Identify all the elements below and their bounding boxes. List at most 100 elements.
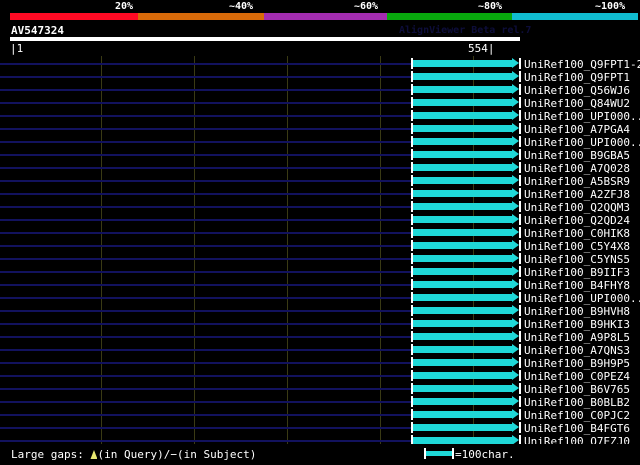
hit-row[interactable]: UniRef100_C0PJC2 bbox=[0, 409, 640, 422]
hit-row[interactable]: UniRef100_C5Y4X8 bbox=[0, 240, 640, 253]
hsp-bar[interactable] bbox=[413, 281, 512, 288]
hit-label[interactable]: UniRef100_B9GBA5 bbox=[524, 149, 630, 162]
hsp-bar[interactable] bbox=[413, 385, 512, 392]
hit-label[interactable]: UniRef100_A7Q028 bbox=[524, 162, 630, 175]
hit-label[interactable]: UniRef100_B9HVH8 bbox=[524, 305, 630, 318]
hsp-start-tick bbox=[411, 227, 413, 238]
hit-row[interactable]: UniRef100_C0PEZ4 bbox=[0, 370, 640, 383]
hit-row[interactable]: UniRef100_A7Q028 bbox=[0, 162, 640, 175]
hit-row[interactable]: UniRef100_UPI000.. bbox=[0, 292, 640, 305]
hit-label[interactable]: UniRef100_B9H9P5 bbox=[524, 357, 630, 370]
hit-label[interactable]: UniRef100_UPI000.. bbox=[524, 136, 640, 149]
hit-label[interactable]: UniRef100_B9IIF3 bbox=[524, 266, 630, 279]
hsp-bar[interactable] bbox=[413, 411, 512, 418]
hit-row[interactable]: UniRef100_A7PGA4 bbox=[0, 123, 640, 136]
hit-label[interactable]: UniRef100_Q56WJ6 bbox=[524, 84, 630, 97]
hit-row[interactable]: UniRef100_C0HIK8 bbox=[0, 227, 640, 240]
hsp-bar[interactable] bbox=[413, 372, 512, 379]
hit-label[interactable]: UniRef100_A7PGA4 bbox=[524, 123, 630, 136]
hit-row[interactable]: UniRef100_Q2QD24 bbox=[0, 214, 640, 227]
hsp-bar[interactable] bbox=[413, 151, 512, 158]
hit-label[interactable]: UniRef100_Q7EZJ0 bbox=[524, 435, 630, 444]
hit-row[interactable]: UniRef100_C5YNS5 bbox=[0, 253, 640, 266]
hit-row[interactable]: UniRef100_A7QNS3 bbox=[0, 344, 640, 357]
hsp-bar[interactable] bbox=[413, 437, 512, 444]
hsp-bar[interactable] bbox=[413, 216, 512, 223]
hsp-bar[interactable] bbox=[413, 164, 512, 171]
hsp-bar[interactable] bbox=[413, 125, 512, 132]
hit-label[interactable]: UniRef100_B4FHY8 bbox=[524, 279, 630, 292]
hit-label[interactable]: UniRef100_B6V765 bbox=[524, 383, 630, 396]
hsp-bar[interactable] bbox=[413, 255, 512, 262]
triangle-up-icon bbox=[90, 450, 98, 459]
hit-row[interactable]: UniRef100_Q84WU2 bbox=[0, 97, 640, 110]
hit-row[interactable]: UniRef100_Q2QQM3 bbox=[0, 201, 640, 214]
hsp-bar[interactable] bbox=[413, 138, 512, 145]
hit-label[interactable]: UniRef100_Q2QD24 bbox=[524, 214, 630, 227]
hsp-start-tick bbox=[411, 383, 413, 394]
hit-row[interactable]: UniRef100_B6V765 bbox=[0, 383, 640, 396]
hit-label[interactable]: UniRef100_A5BSR9 bbox=[524, 175, 630, 188]
hit-label[interactable]: UniRef100_Q9FPT1-2 bbox=[524, 58, 640, 71]
hit-row[interactable]: UniRef100_B9H9P5 bbox=[0, 357, 640, 370]
hit-label[interactable]: UniRef100_Q2QQM3 bbox=[524, 201, 630, 214]
hit-label[interactable]: UniRef100_C5YNS5 bbox=[524, 253, 630, 266]
hsp-direction-arrow-icon bbox=[512, 344, 519, 354]
hit-row[interactable]: UniRef100_B9HKI3 bbox=[0, 318, 640, 331]
hit-row[interactable]: UniRef100_B9GBA5 bbox=[0, 149, 640, 162]
hsp-bar[interactable] bbox=[413, 346, 512, 353]
hit-row[interactable]: UniRef100_B9IIF3 bbox=[0, 266, 640, 279]
hsp-bar[interactable] bbox=[413, 242, 512, 249]
hit-row[interactable]: UniRef100_A5BSR9 bbox=[0, 175, 640, 188]
hit-label[interactable]: UniRef100_A2ZFJ8 bbox=[524, 188, 630, 201]
hsp-bar[interactable] bbox=[413, 99, 512, 106]
hit-label[interactable]: UniRef100_A9P8L5 bbox=[524, 331, 630, 344]
hit-label[interactable]: UniRef100_UPI000.. bbox=[524, 110, 640, 123]
hsp-bar[interactable] bbox=[413, 333, 512, 340]
hsp-end-tick bbox=[519, 409, 521, 420]
hit-row[interactable]: UniRef100_Q9FPT1 bbox=[0, 71, 640, 84]
hit-row[interactable]: UniRef100_B0BLB2 bbox=[0, 396, 640, 409]
hsp-bar[interactable] bbox=[413, 359, 512, 366]
hit-row[interactable]: UniRef100_B4FHY8 bbox=[0, 279, 640, 292]
hit-label[interactable]: UniRef100_A7QNS3 bbox=[524, 344, 630, 357]
hit-label[interactable]: UniRef100_B0BLB2 bbox=[524, 396, 630, 409]
hit-label[interactable]: UniRef100_C0HIK8 bbox=[524, 227, 630, 240]
alignment-plot[interactable]: UniRef100_Q9FPT1-2 UniRef100_Q9FPT1 UniRef… bbox=[0, 56, 640, 444]
hit-row[interactable]: UniRef100_UPI000.. bbox=[0, 110, 640, 123]
hit-row[interactable]: UniRef100_Q56WJ6 bbox=[0, 84, 640, 97]
hsp-start-tick bbox=[411, 409, 413, 420]
hsp-bar[interactable] bbox=[413, 203, 512, 210]
hit-label[interactable]: UniRef100_B4FGT6 bbox=[524, 422, 630, 435]
hsp-bar[interactable] bbox=[413, 398, 512, 405]
hsp-bar[interactable] bbox=[413, 60, 512, 67]
hsp-bar[interactable] bbox=[413, 294, 512, 301]
hsp-bar[interactable] bbox=[413, 190, 512, 197]
hit-row[interactable]: UniRef100_B9HVH8 bbox=[0, 305, 640, 318]
legend-bar: Large gaps: (in Query)/−(in Subject) =10… bbox=[0, 446, 640, 465]
hit-label[interactable]: UniRef100_Q9FPT1 bbox=[524, 71, 630, 84]
hit-row[interactable]: UniRef100_Q7EZJ0 bbox=[0, 435, 640, 444]
hit-label[interactable]: UniRef100_C5Y4X8 bbox=[524, 240, 630, 253]
hit-label[interactable]: UniRef100_C0PEZ4 bbox=[524, 370, 630, 383]
hit-row[interactable]: UniRef100_A2ZFJ8 bbox=[0, 188, 640, 201]
hit-row[interactable]: UniRef100_A9P8L5 bbox=[0, 331, 640, 344]
hit-connector-line bbox=[0, 76, 516, 78]
hit-label[interactable]: UniRef100_Q84WU2 bbox=[524, 97, 630, 110]
hit-label[interactable]: UniRef100_UPI000.. bbox=[524, 292, 640, 305]
hit-row[interactable]: UniRef100_UPI000.. bbox=[0, 136, 640, 149]
hsp-bar[interactable] bbox=[413, 229, 512, 236]
hsp-bar[interactable] bbox=[413, 307, 512, 314]
hsp-bar[interactable] bbox=[413, 424, 512, 431]
hsp-bar[interactable] bbox=[413, 112, 512, 119]
hit-label[interactable]: UniRef100_B9HKI3 bbox=[524, 318, 630, 331]
hsp-bar[interactable] bbox=[413, 268, 512, 275]
hit-row[interactable]: UniRef100_Q9FPT1-2 bbox=[0, 58, 640, 71]
hit-row[interactable]: UniRef100_B4FGT6 bbox=[0, 422, 640, 435]
hit-label[interactable]: UniRef100_C0PJC2 bbox=[524, 409, 630, 422]
hsp-bar[interactable] bbox=[413, 73, 512, 80]
hsp-bar[interactable] bbox=[413, 86, 512, 93]
hit-connector-line bbox=[0, 297, 516, 299]
hsp-bar[interactable] bbox=[413, 177, 512, 184]
hsp-bar[interactable] bbox=[413, 320, 512, 327]
